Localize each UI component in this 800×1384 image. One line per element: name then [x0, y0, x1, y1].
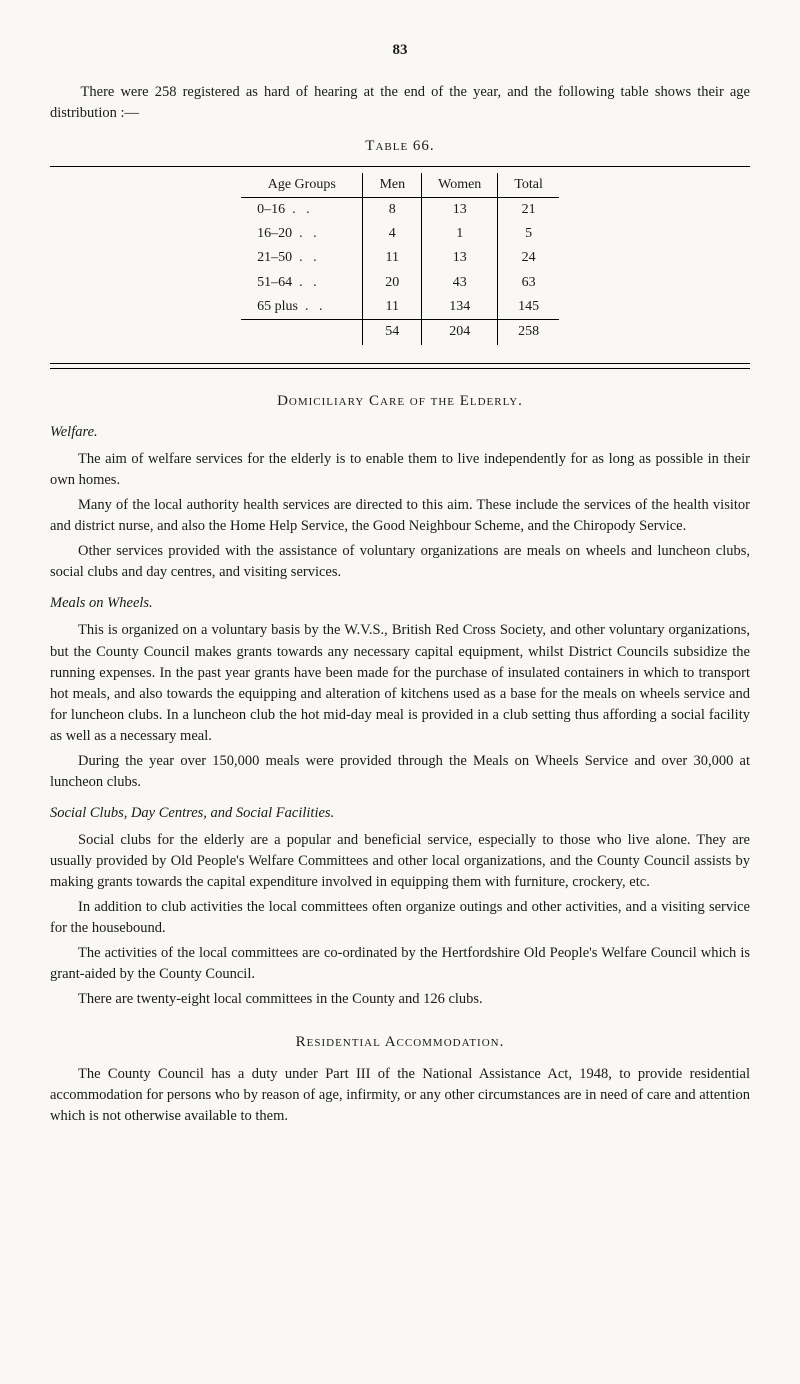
heading-social: Social Clubs, Day Centres, and Social Fa… [50, 803, 750, 824]
col-header-age: Age Groups [241, 173, 363, 198]
cell-women: 134 [422, 295, 498, 320]
cell-men: 20 [363, 271, 422, 295]
cell-men: 11 [363, 246, 422, 270]
table-bottom-rule [50, 368, 750, 369]
meals-p2: During the year over 150,000 meals were … [50, 751, 750, 793]
social-p4: There are twenty-eight local committees … [50, 989, 750, 1010]
table-total-row: 54 204 258 [241, 320, 559, 345]
cell-total: 21 [498, 197, 559, 222]
table-row: 16–20 . . 4 1 5 [241, 222, 559, 246]
cell-total: 145 [498, 295, 559, 320]
cell-total: 24 [498, 246, 559, 270]
cell-text: 0–16 [257, 202, 285, 217]
total-women: 204 [422, 320, 498, 345]
social-p3: The activities of the local committees a… [50, 943, 750, 985]
social-p1: Social clubs for the elderly are a popul… [50, 830, 750, 893]
heading-meals: Meals on Wheels. [50, 593, 750, 614]
table-row: 65 plus . . 11 134 145 [241, 295, 559, 320]
residential-p1: The County Council has a duty under Part… [50, 1064, 750, 1127]
row-label: 51–64 . . [241, 271, 363, 295]
total-label [241, 320, 363, 345]
table-row: 21–50 . . 11 13 24 [241, 246, 559, 270]
cell-text: 65 plus [257, 299, 298, 314]
intro-line1: There were 258 registered as hard of hea… [81, 84, 552, 100]
social-p2: In addition to club activities the local… [50, 897, 750, 939]
col-header-women: Women [422, 173, 498, 198]
col-header-total: Total [498, 173, 559, 198]
cell-women: 13 [422, 246, 498, 270]
total-men: 54 [363, 320, 422, 345]
table-row: 51–64 . . 20 43 63 [241, 271, 559, 295]
meals-p1: This is organized on a voluntary basis b… [50, 620, 750, 746]
row-label: 65 plus . . [241, 295, 363, 320]
row-label: 21–50 . . [241, 246, 363, 270]
cell-men: 8 [363, 197, 422, 222]
table-66: Age Groups Men Women Total 0–16 . . 8 13… [241, 173, 559, 345]
section-title-domiciliary: Domiciliary Care of the Elderly. [50, 391, 750, 413]
heading-welfare: Welfare. [50, 422, 750, 443]
cell-text: 21–50 [257, 250, 292, 265]
row-label: 16–20 . . [241, 222, 363, 246]
cell-text: 51–64 [257, 275, 292, 290]
page-number: 83 [50, 40, 750, 62]
total-total: 258 [498, 320, 559, 345]
intro-para: There were 258 registered as hard of hea… [50, 82, 750, 124]
welfare-p3: Other services provided with the assista… [50, 541, 750, 583]
cell-men: 4 [363, 222, 422, 246]
section-title-residential: Residential Accommodation. [50, 1032, 750, 1054]
welfare-p2: Many of the local authority health servi… [50, 495, 750, 537]
cell-total: 63 [498, 271, 559, 295]
cell-women: 1 [422, 222, 498, 246]
table-caption: Table 66. [50, 136, 750, 158]
welfare-p1: The aim of welfare services for the elde… [50, 449, 750, 491]
cell-total: 5 [498, 222, 559, 246]
table-66-wrap: Age Groups Men Women Total 0–16 . . 8 13… [50, 166, 750, 364]
table-header-row: Age Groups Men Women Total [241, 173, 559, 198]
cell-men: 11 [363, 295, 422, 320]
cell-women: 43 [422, 271, 498, 295]
cell-text: 16–20 [257, 226, 292, 241]
table-row: 0–16 . . 8 13 21 [241, 197, 559, 222]
row-label: 0–16 . . [241, 197, 363, 222]
col-header-men: Men [363, 173, 422, 198]
cell-women: 13 [422, 197, 498, 222]
